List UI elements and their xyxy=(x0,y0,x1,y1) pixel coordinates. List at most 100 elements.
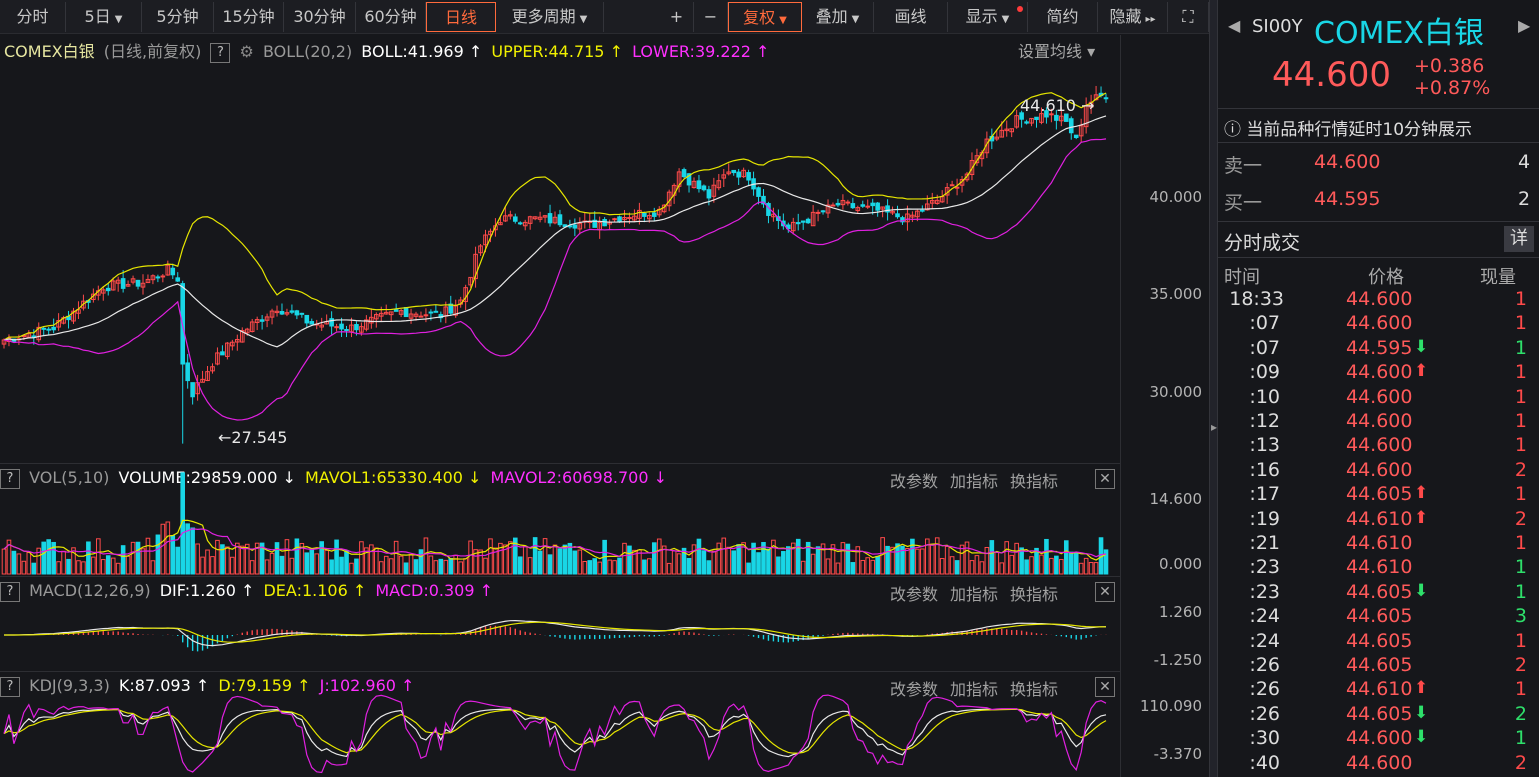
tick-volume: 2 xyxy=(1514,751,1527,774)
edit-params-button[interactable]: 改参数 xyxy=(890,680,939,699)
tick-volume: 1 xyxy=(1514,556,1527,579)
candle-body xyxy=(160,275,166,278)
volume-chart[interactable] xyxy=(0,472,1120,575)
volume-bar xyxy=(498,542,503,575)
toolbar-item[interactable]: ⛶ xyxy=(1168,2,1209,32)
ma-settings-button[interactable]: 设置均线 ▾ xyxy=(1018,42,1096,61)
k-value: K:87.093 ↑ xyxy=(118,676,210,695)
delay-notice: ⓘ 当前品种行情延时10分钟展示 xyxy=(1224,115,1472,140)
toolbar-item[interactable]: 60分钟 xyxy=(356,2,426,32)
candle-body xyxy=(875,202,880,211)
macd-indicator-name[interactable]: MACD(12,26,9) xyxy=(29,581,151,600)
toolbar-item[interactable]: 日线 xyxy=(426,2,496,32)
candle-body xyxy=(220,351,225,356)
vol-indicator-name[interactable]: VOL(5,10) xyxy=(29,468,110,487)
candle-body xyxy=(120,278,126,289)
edit-params-button[interactable]: 改参数 xyxy=(890,585,939,604)
macd-chart[interactable] xyxy=(0,602,1120,668)
collapse-arrow-icon[interactable]: ▸ xyxy=(1210,420,1218,434)
prev-instrument-icon[interactable]: ◀ xyxy=(1228,16,1241,35)
kdj-chart[interactable] xyxy=(0,694,1120,774)
candle-body xyxy=(508,214,513,217)
volume-bar xyxy=(999,562,1005,575)
volume-bar xyxy=(969,560,975,575)
add-indicator-button[interactable]: 加指标 xyxy=(950,585,999,604)
boll-indicator-name[interactable]: BOLL(20,2) xyxy=(262,42,353,61)
toolbar-item[interactable]: 画线 xyxy=(874,2,948,32)
next-instrument-icon[interactable]: ▶ xyxy=(1518,16,1531,35)
volume-bar xyxy=(503,544,508,575)
chevron-down-icon: ▼ xyxy=(851,14,860,25)
add-indicator-button[interactable]: 加指标 xyxy=(950,472,999,491)
volume-bar xyxy=(835,562,841,575)
switch-indicator-button[interactable]: 换指标 xyxy=(1010,680,1059,699)
close-icon[interactable]: ✕ xyxy=(1095,469,1115,489)
volume-bar xyxy=(875,555,880,575)
add-indicator-button[interactable]: 加指标 xyxy=(950,680,999,699)
switch-indicator-button[interactable]: 换指标 xyxy=(1010,585,1059,604)
toolbar-item[interactable]: 隐藏 ▸▸ xyxy=(1098,2,1168,32)
toolbar-item[interactable]: 分时 xyxy=(0,2,66,32)
tick-row: :17 44.605 ⬆ 1 xyxy=(1218,483,1539,507)
volume-bar xyxy=(329,559,334,575)
volume-bar xyxy=(463,558,468,575)
volume-bar xyxy=(855,546,861,575)
panel-splitter[interactable]: ▸ xyxy=(1209,0,1218,777)
tick-volume: 2 xyxy=(1514,702,1527,725)
toolbar-item[interactable]: + xyxy=(660,2,694,32)
vol-pane-tools: 改参数 加指标 换指标 xyxy=(878,468,1058,492)
tick-time: :23 xyxy=(1249,580,1280,603)
volume-bar xyxy=(934,537,940,575)
candle-body xyxy=(503,215,508,222)
macd-pane-tools: 改参数 加指标 换指标 xyxy=(878,581,1058,605)
candlestick-chart[interactable] xyxy=(0,65,1120,465)
candle-body xyxy=(1029,117,1034,124)
candle-body xyxy=(840,199,846,206)
candle-body xyxy=(190,382,195,398)
volume-bar xyxy=(1063,540,1069,575)
volume-bar xyxy=(150,560,156,575)
detail-button[interactable]: 详 xyxy=(1504,226,1534,252)
kdj-indicator-name[interactable]: KDJ(9,3,3) xyxy=(29,676,110,695)
candle-body xyxy=(319,324,324,328)
toolbar-item[interactable]: 简约 xyxy=(1028,2,1098,32)
volume-bar xyxy=(359,541,364,575)
instrument-title: COMEX白银 xyxy=(1314,16,1484,51)
volume-bar xyxy=(339,556,344,575)
volume-bar xyxy=(815,546,821,575)
price-change-pct: +0.87% xyxy=(1414,77,1491,99)
toolbar-item[interactable]: 15分钟 xyxy=(214,2,284,32)
candle-body xyxy=(885,205,890,213)
toolbar-item-label: 日线 xyxy=(444,8,477,27)
mavol2-value: MAVOL2:60698.700 ↓ xyxy=(490,468,668,487)
close-icon[interactable]: ✕ xyxy=(1095,582,1115,602)
price-axis-label: 30.000 xyxy=(1149,383,1203,401)
toolbar-item[interactable]: 30分钟 xyxy=(284,2,356,32)
candle-body xyxy=(244,328,250,334)
edit-params-button[interactable]: 改参数 xyxy=(890,472,939,491)
tick-volume: 1 xyxy=(1514,580,1527,603)
volume-bar xyxy=(939,558,945,575)
toolbar-item[interactable]: 5分钟 xyxy=(142,2,214,32)
help-icon[interactable]: ? xyxy=(0,468,20,489)
close-icon[interactable]: ✕ xyxy=(1095,677,1115,697)
volume-bar xyxy=(666,562,672,575)
arrow-down-icon: ⬇ xyxy=(1414,336,1429,357)
candle-body xyxy=(577,222,583,230)
tick-volume: 1 xyxy=(1514,288,1527,310)
candle-body xyxy=(31,335,37,338)
toolbar-item[interactable]: 更多周期 ▼ xyxy=(496,2,604,32)
help-icon[interactable]: ? xyxy=(0,581,20,602)
volume-bar xyxy=(959,544,965,575)
toolbar-item[interactable]: − xyxy=(694,2,728,32)
toolbar-item[interactable]: 复权 ▼ xyxy=(728,2,802,32)
toolbar-item[interactable]: 5日 ▼ xyxy=(66,2,142,32)
help-icon[interactable]: ? xyxy=(210,42,231,63)
gear-icon[interactable]: ⚙ xyxy=(239,42,254,61)
toolbar-item[interactable]: 叠加 ▼ xyxy=(802,2,874,32)
tick-time: :10 xyxy=(1249,385,1280,408)
switch-indicator-button[interactable]: 换指标 xyxy=(1010,472,1059,491)
tick-row: :09 44.600 ⬆ 1 xyxy=(1218,361,1539,385)
help-icon[interactable]: ? xyxy=(0,676,20,697)
toolbar-item[interactable]: 显示 ▼ xyxy=(948,2,1028,32)
